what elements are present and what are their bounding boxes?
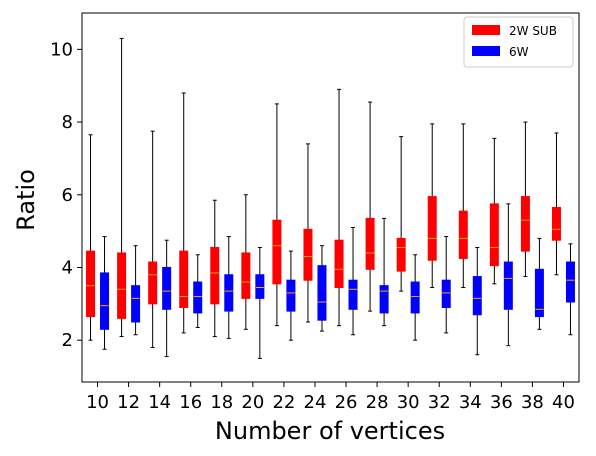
x-tick-label-10: 10 (86, 392, 109, 413)
x-tick-label-34: 34 (459, 392, 482, 413)
x-tick-label-16: 16 (179, 392, 202, 413)
box-body (224, 274, 234, 312)
box-body (503, 261, 513, 310)
box-body (241, 252, 251, 299)
box-6w-36 (503, 203, 513, 347)
box-2w-sub-24 (303, 143, 313, 323)
box-6w-12 (131, 245, 141, 336)
box-body (131, 285, 141, 323)
boxes-layer (86, 37, 575, 359)
box-body (458, 210, 468, 259)
box-2w-sub-26 (334, 88, 344, 327)
box-body (441, 279, 451, 308)
box-body (565, 261, 575, 303)
box-2w-sub-28 (365, 101, 375, 312)
box-body (100, 272, 110, 330)
y-tick-label-2: 2 (62, 330, 73, 351)
legend-label-2w-sub: 2W SUB (509, 24, 557, 38)
x-tick-label-28: 28 (366, 392, 389, 413)
box-body (489, 203, 499, 267)
box-body (117, 252, 127, 319)
x-tick-label-30: 30 (397, 392, 420, 413)
box-2w-sub-40 (551, 132, 561, 276)
x-tick-label-24: 24 (304, 392, 327, 413)
y-tick-label-10: 10 (50, 39, 73, 60)
x-tick-label-38: 38 (521, 392, 544, 413)
box-body (472, 276, 482, 316)
box-body (551, 206, 561, 241)
box-body (86, 250, 96, 318)
x-tick-label-18: 18 (210, 392, 233, 413)
box-body (210, 246, 220, 305)
box-2w-sub-36 (489, 137, 499, 285)
box-6w-22 (286, 250, 296, 341)
box-6w-18 (224, 236, 234, 339)
box-6w-34 (472, 246, 482, 356)
box-body (427, 196, 437, 261)
box-2w-sub-16 (179, 92, 189, 334)
x-axis: 10 12 14 16 18 20 22 24 26 28 30 32 34 36 38 40 (86, 382, 575, 413)
x-tick-label-22: 22 (272, 392, 295, 413)
box-body (396, 237, 406, 272)
box-2w-sub-22 (272, 103, 282, 327)
box-6w-32 (441, 236, 451, 334)
box-2w-sub-10 (86, 134, 96, 341)
box-2w-sub-38 (520, 121, 530, 278)
x-axis-title: Number of vertices (215, 417, 445, 445)
box-6w-28 (379, 217, 389, 327)
box-2w-sub-34 (458, 123, 468, 288)
y-tick-label-6: 6 (62, 185, 73, 206)
plot-area (82, 13, 579, 382)
box-6w-10 (100, 236, 110, 350)
y-tick-label-8: 8 (62, 112, 73, 133)
box-body (162, 266, 172, 310)
box-2w-sub-30 (396, 136, 406, 292)
box-6w-14 (162, 239, 172, 358)
box-2w-sub-12 (117, 37, 127, 338)
box-6w-38 (534, 237, 544, 330)
box-6w-24 (317, 245, 327, 332)
box-2w-sub-14 (148, 130, 158, 348)
legend: 2W SUB 6W (463, 16, 574, 68)
box-body (534, 268, 544, 318)
x-tick-label-32: 32 (428, 392, 451, 413)
x-tick-label-20: 20 (241, 392, 264, 413)
box-6w-16 (193, 254, 203, 328)
x-tick-label-14: 14 (148, 392, 171, 413)
legend-swatch-6w (472, 46, 500, 56)
box-body (348, 279, 358, 310)
plot-frame (81, 12, 580, 383)
box-body (334, 239, 344, 288)
box-body (148, 261, 158, 305)
box-2w-sub-20 (241, 194, 251, 330)
y-axis: 2 4 6 8 10 (50, 39, 82, 351)
y-tick-label-4: 4 (62, 257, 73, 278)
box-2w-sub-18 (210, 199, 220, 338)
x-tick-label-12: 12 (117, 392, 140, 413)
box-body (255, 274, 265, 299)
legend-swatch-2w-sub (472, 25, 500, 35)
box-body (193, 281, 203, 314)
box-body (303, 228, 313, 281)
box-body (317, 265, 327, 321)
box-6w-40 (565, 243, 575, 336)
box-body (520, 196, 530, 252)
box-2w-sub-32 (427, 123, 437, 288)
x-tick-label-36: 36 (490, 392, 513, 413)
box-body (286, 279, 296, 312)
box-6w-30 (410, 254, 420, 341)
box-body (272, 219, 282, 285)
legend-label-6w: 6W (509, 45, 529, 59)
y-axis-title: Ratio (12, 169, 40, 231)
box-6w-26 (348, 226, 358, 336)
x-tick-label-26: 26 (335, 392, 358, 413)
box-6w-20 (255, 246, 265, 359)
box-body (410, 281, 420, 314)
x-tick-label-40: 40 (552, 392, 575, 413)
box-body (379, 285, 389, 314)
box-body (365, 217, 375, 270)
box-body (179, 250, 189, 308)
